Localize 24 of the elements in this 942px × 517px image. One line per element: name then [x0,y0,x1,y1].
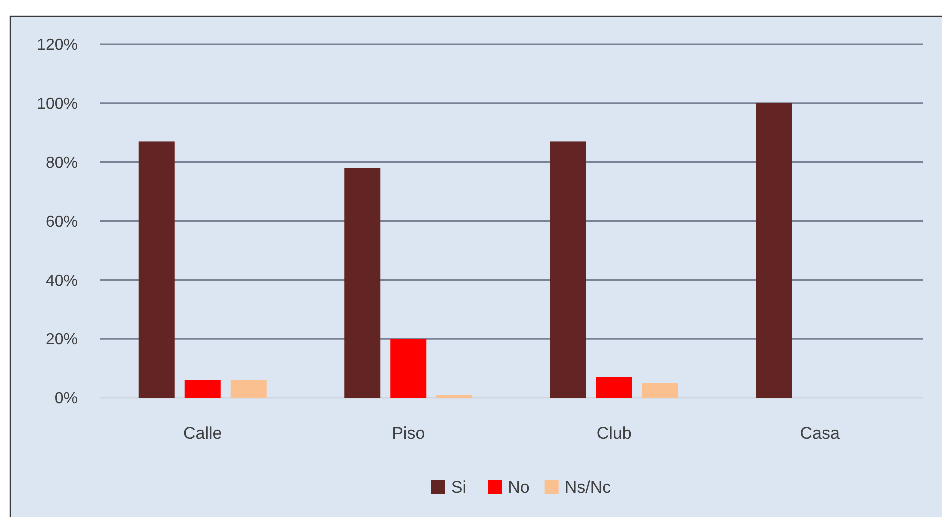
x-tick-label: Piso [392,424,426,443]
y-tick-label: 20% [46,332,78,349]
x-tick-label: Club [596,424,632,443]
bar [138,142,175,398]
y-tick-label: 0% [54,390,78,408]
y-tick-label: 40% [46,272,78,290]
y-tick-label: 60% [46,214,78,231]
bar [756,103,792,398]
y-tick-label: 80% [46,154,78,172]
bar [230,380,267,398]
bar [184,380,221,398]
bar [642,383,678,398]
bar [596,377,632,398]
y-tick-label: 100% [37,96,78,114]
legend-label: No [508,478,530,497]
x-tick-label: Casa [800,424,841,443]
bar [390,339,427,398]
bar [436,395,473,398]
legend-label: Si [451,478,467,497]
bar [344,168,381,398]
bar [550,142,586,398]
y-tick-label: 120% [37,37,78,54]
legend-label: Ns/Nc [564,478,612,497]
x-tick-label: Calle [184,424,222,443]
